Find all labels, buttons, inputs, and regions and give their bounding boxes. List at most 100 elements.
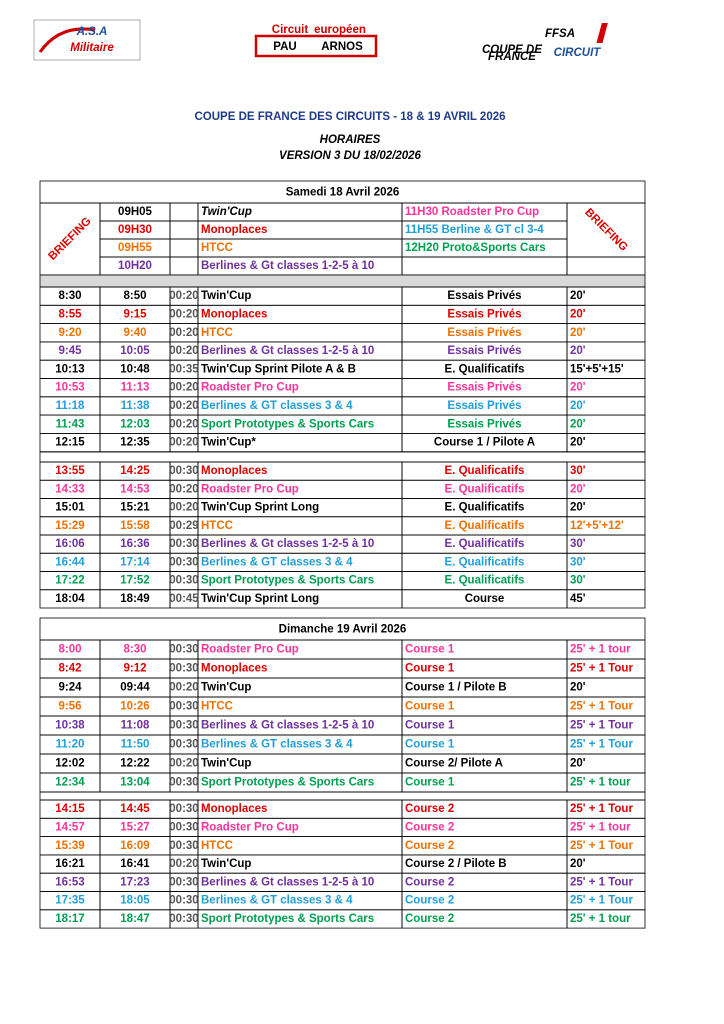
start-time: 11:18 bbox=[56, 400, 85, 412]
event: Monoplaces bbox=[201, 465, 267, 477]
length: 20' bbox=[570, 502, 586, 514]
length: 15'+5'+15' bbox=[570, 363, 624, 375]
start-time: 9:56 bbox=[58, 701, 81, 713]
end-time: 09:44 bbox=[120, 682, 150, 694]
session: Course 2 bbox=[405, 876, 454, 888]
event: Sport Prototypes & Sports Cars bbox=[201, 777, 374, 789]
doc-subtitle: HORAIRES bbox=[320, 134, 381, 146]
start-time: 16:53 bbox=[55, 876, 84, 888]
briefing-event: Twin'Cup bbox=[201, 206, 252, 218]
event: HTCC bbox=[201, 327, 233, 339]
circuit-right: ARNOS bbox=[321, 41, 363, 53]
briefing-event: HTCC bbox=[201, 242, 233, 254]
end-time: 8:50 bbox=[123, 290, 146, 302]
session: Course bbox=[465, 593, 505, 605]
start-time: 10:13 bbox=[55, 363, 84, 375]
ffsa-name: FFSA bbox=[545, 28, 575, 40]
length: 25' + 1 Tour bbox=[570, 663, 633, 675]
start-time: 12:34 bbox=[55, 777, 85, 789]
duration: 00:30 bbox=[169, 701, 198, 713]
briefing-event: 12H20 Proto&Sports Cars bbox=[405, 242, 546, 254]
duration: 00:30 bbox=[169, 465, 198, 477]
length: 20' bbox=[570, 327, 586, 339]
session: E. Qualificatifs bbox=[445, 502, 525, 514]
length: 25' + 1 tour bbox=[570, 821, 631, 833]
length: 20' bbox=[570, 758, 586, 770]
end-time: 18:47 bbox=[120, 913, 149, 925]
session: Course 2 bbox=[405, 913, 454, 925]
event: Berlines & GT classes 3 & 4 bbox=[201, 895, 353, 907]
day-title: Dimanche 19 Avril 2026 bbox=[279, 624, 407, 636]
length: 25' + 1 Tour bbox=[570, 720, 633, 732]
duration: 00:20 bbox=[169, 400, 198, 412]
session: Course 1 bbox=[405, 663, 455, 675]
event: HTCC bbox=[201, 520, 233, 532]
event: Twin'Cup bbox=[201, 290, 251, 302]
session: Course 2 bbox=[405, 821, 454, 833]
duration: 00:20 bbox=[169, 758, 198, 770]
duration: 00:30 bbox=[169, 821, 198, 833]
session: Essais Privés bbox=[447, 308, 521, 320]
duration: 00:30 bbox=[169, 720, 198, 732]
asa-bottom: Militaire bbox=[70, 42, 114, 54]
length: 25' + 1 Tour bbox=[570, 701, 633, 713]
cell bbox=[566, 909, 646, 929]
event: Monoplaces bbox=[201, 803, 267, 815]
length: 20' bbox=[570, 418, 586, 430]
start-time: 8:55 bbox=[58, 308, 82, 320]
session: Essais Privés bbox=[447, 418, 521, 430]
end-time: 14:53 bbox=[120, 483, 149, 495]
session: Course 1 bbox=[405, 644, 455, 656]
event: Sport Prototypes & Sports Cars bbox=[201, 418, 374, 430]
length: 20' bbox=[570, 345, 586, 357]
event: Berlines & Gt classes 1-2-5 à 10 bbox=[201, 720, 374, 732]
session: E. Qualificatifs bbox=[445, 465, 525, 477]
start-time: 10:38 bbox=[55, 720, 85, 732]
end-time: 11:08 bbox=[121, 720, 150, 732]
event: Twin'Cup bbox=[201, 682, 251, 694]
start-time: 17:22 bbox=[55, 575, 84, 587]
duration: 00:30 bbox=[169, 538, 198, 550]
start-time: 16:21 bbox=[55, 858, 85, 870]
event: Twin'Cup bbox=[201, 858, 251, 870]
length: 25' + 1 tour bbox=[570, 913, 631, 925]
briefing-time: 09H55 bbox=[118, 242, 152, 254]
end-time: 11:38 bbox=[121, 400, 150, 412]
end-time: 9:12 bbox=[123, 663, 146, 675]
start-time: 8:00 bbox=[58, 644, 81, 656]
start-time: 11:20 bbox=[56, 739, 85, 751]
event: Berlines & GT classes 3 & 4 bbox=[201, 400, 353, 412]
end-time: 14:45 bbox=[120, 803, 150, 815]
circuit-top: Circuit bbox=[272, 24, 309, 36]
event: Twin'Cup* bbox=[201, 437, 256, 449]
session: Course 2 bbox=[405, 840, 454, 852]
start-time: 17:35 bbox=[55, 895, 85, 907]
session: Course 2 bbox=[405, 803, 454, 815]
session: Course 1 / Pilote B bbox=[405, 682, 507, 694]
duration: 00:29 bbox=[169, 520, 198, 532]
session: E. Qualificatifs bbox=[445, 575, 525, 587]
length: 25' + 1 tour bbox=[570, 644, 631, 656]
end-time: 17:23 bbox=[120, 876, 149, 888]
session: Course 1 bbox=[405, 720, 455, 732]
session: Course 2 / Pilote B bbox=[405, 858, 507, 870]
start-time: 14:15 bbox=[55, 803, 85, 815]
duration: 00:20 bbox=[169, 502, 198, 514]
event: Berlines & GT classes 3 & 4 bbox=[201, 556, 353, 568]
duration: 00:30 bbox=[169, 895, 198, 907]
session: Essais Privés bbox=[447, 345, 521, 357]
duration: 00:30 bbox=[169, 739, 198, 751]
start-time: 9:20 bbox=[58, 327, 81, 339]
end-time: 18:49 bbox=[120, 593, 149, 605]
session: Course 1 bbox=[405, 701, 455, 713]
duration: 00:30 bbox=[169, 556, 198, 568]
length: 30' bbox=[570, 575, 586, 587]
briefing-time: 10H20 bbox=[118, 260, 152, 272]
event: Roadster Pro Cup bbox=[201, 644, 299, 656]
end-time: 13:04 bbox=[120, 777, 150, 789]
event: Sport Prototypes & Sports Cars bbox=[201, 913, 374, 925]
end-time: 10:48 bbox=[120, 363, 150, 375]
event: Berlines & Gt classes 1-2-5 à 10 bbox=[201, 876, 374, 888]
